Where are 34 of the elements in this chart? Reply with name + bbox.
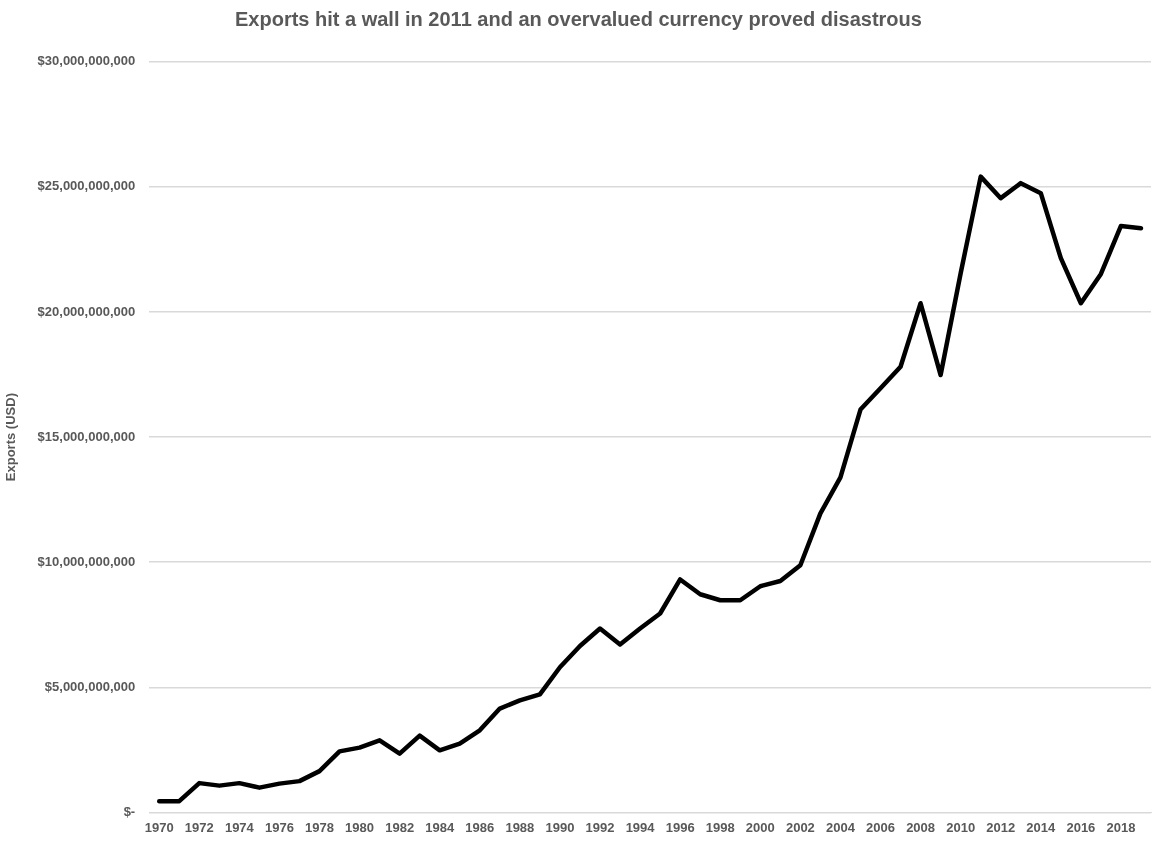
- x-tick-label: 2018: [1106, 819, 1136, 835]
- x-tick-label: 1990: [545, 819, 575, 835]
- x-tick-label: 1996: [665, 819, 695, 835]
- y-axis-title: Exports (USD): [3, 393, 19, 482]
- x-tick-label: 2002: [785, 819, 815, 835]
- x-tick-label: 2014: [1026, 819, 1057, 835]
- y-tick-label: $30,000,000,000: [37, 53, 136, 69]
- x-tick-label: 1974: [224, 819, 255, 835]
- y-tick-label: $25,000,000,000: [37, 178, 136, 194]
- x-tick-label: 2016: [1066, 819, 1096, 835]
- x-tick-label: 1988: [505, 819, 535, 835]
- x-tick-label: 1998: [705, 819, 735, 835]
- x-tick-label: 1970: [144, 819, 174, 835]
- x-tick-label: 1994: [625, 819, 656, 835]
- x-tick-label: 1984: [425, 819, 455, 835]
- y-tick-label: $15,000,000,000: [37, 428, 136, 444]
- x-tick-label: 2010: [946, 819, 976, 835]
- x-tick-label: 1986: [465, 819, 495, 835]
- x-tick-label: 2004: [825, 819, 856, 835]
- x-tick-label: 1972: [184, 819, 214, 835]
- x-tick-label: 1980: [345, 819, 375, 835]
- x-tick-label: 2012: [986, 819, 1016, 835]
- y-tick-label: $5,000,000,000: [44, 678, 136, 694]
- x-tick-label: 1992: [585, 819, 615, 835]
- x-tick-label: 1982: [385, 819, 415, 835]
- x-tick-label: 1978: [305, 819, 334, 835]
- chart-title: Exports hit a wall in 2011 and an overvalued currency proved disastrous: [235, 8, 922, 31]
- y-tick-label: $20,000,000,000: [37, 303, 136, 319]
- x-tick-label: 2008: [906, 819, 936, 835]
- x-tick-label: 2000: [745, 819, 775, 835]
- x-tick-label: 1976: [264, 819, 294, 835]
- x-tick-label: 2006: [866, 819, 895, 835]
- y-tick-label: $-: [123, 803, 136, 819]
- y-tick-label: $10,000,000,000: [37, 553, 136, 569]
